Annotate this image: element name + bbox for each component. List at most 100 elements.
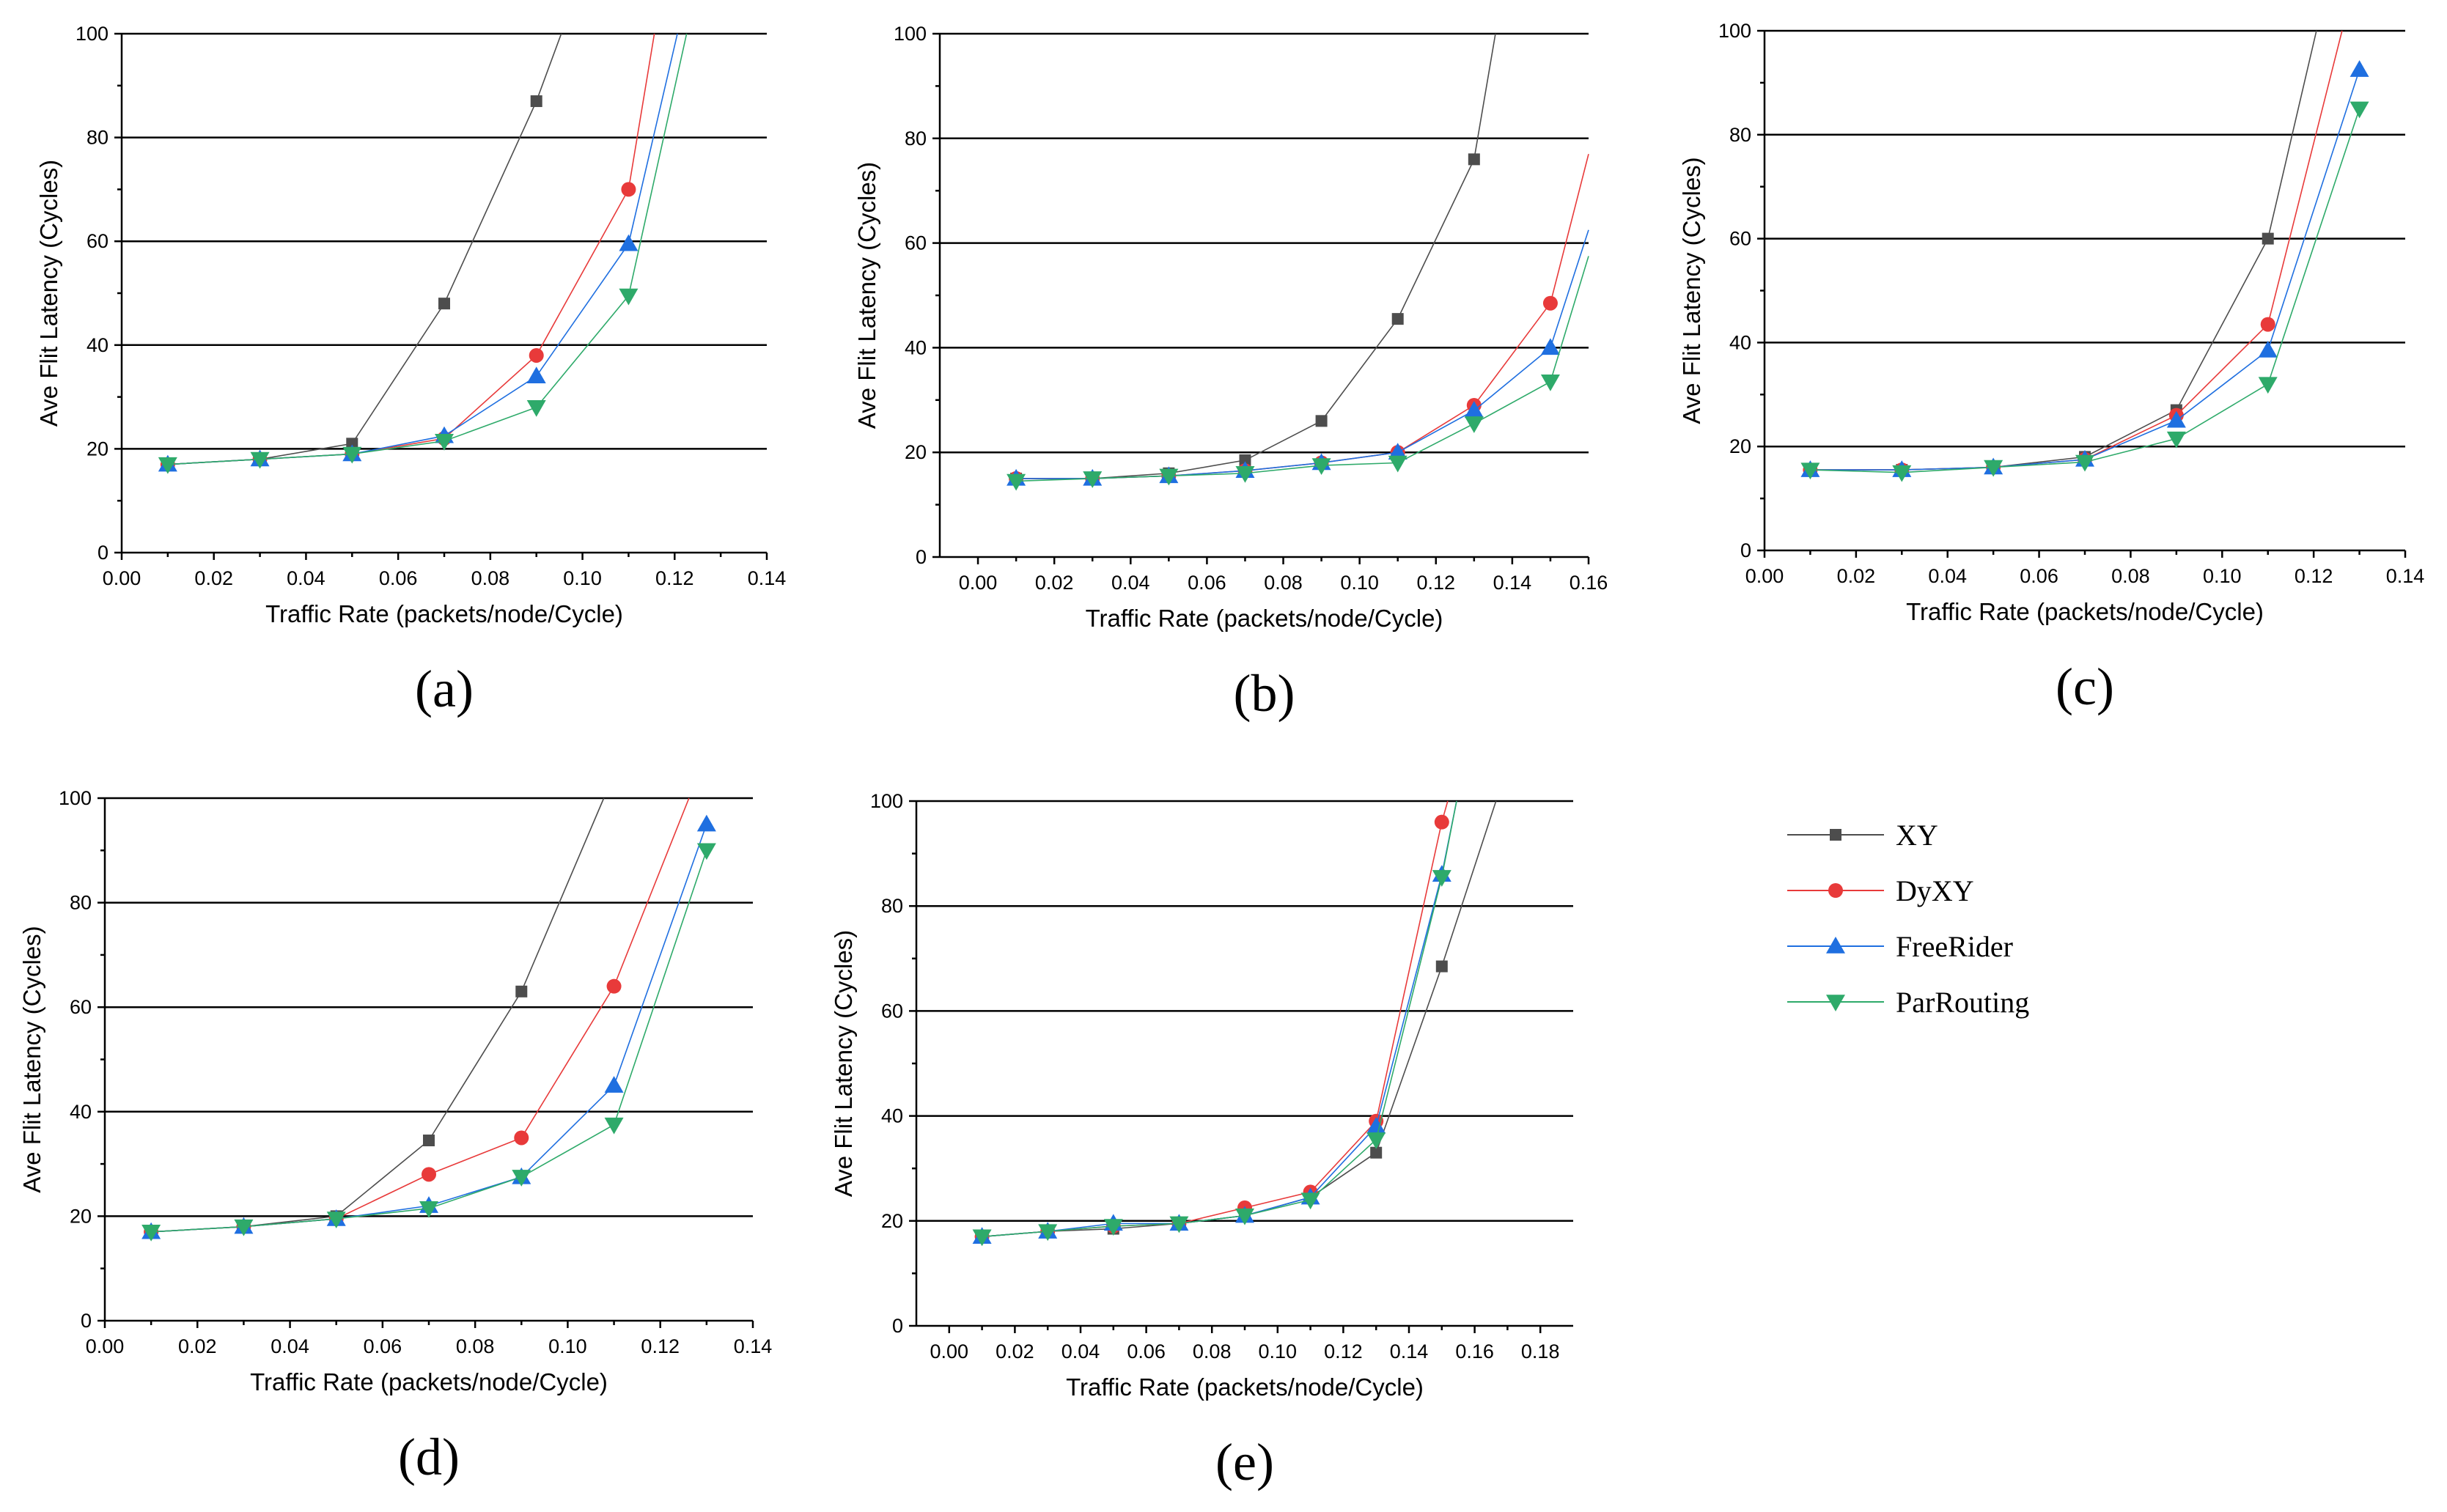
series-line [167,33,562,465]
series-dyxy [1803,30,2343,478]
chart-panels: 0 20 40 60 80 100 0.00 0.02 0.04 0.06 0.08 0.10 0.12… [18,20,2424,1491]
data-point [1540,338,1560,355]
series-xy [145,797,605,1238]
y-axis-title: Ave Flit Latency (Cycles) [35,160,62,427]
x-tick-label: 0.08 [456,1335,495,1357]
data-point [1311,458,1331,476]
legend: XY DyXY FreeRider ParRouting [1787,819,2029,1019]
data-point [2262,232,2274,245]
y-tick-label: 40 [70,1101,92,1123]
data-point [1300,1192,1320,1210]
series-freerider [1007,229,1589,486]
series-line [151,797,690,1233]
series-line [1016,229,1589,479]
chart-panel-e: 0 20 40 60 80 100 0.00 0.02 0.04 0.06 0.08 0.10 0.12… [830,790,1573,1491]
data-point [2166,410,2186,428]
series-xy [1010,33,1496,484]
series-dyxy [144,797,690,1239]
data-point [2260,317,2275,332]
y-tick-label: 0 [892,1315,903,1337]
x-tick-label: 0.06 [1127,1340,1166,1362]
data-point [342,446,362,464]
data-point [1892,465,1912,482]
series-line [982,800,1497,1238]
x-tick-label: 0.02 [178,1335,217,1357]
x-tick-label: 0.02 [1837,565,1876,587]
y-tick-label: 40 [881,1105,903,1127]
y-tick-label: 20 [881,1210,903,1232]
y-tick-label: 100 [894,23,927,45]
y-axis-title: Ave Flit Latency (Cycles) [1678,157,1705,424]
data-point [696,843,716,860]
data-point [1984,460,2003,477]
y-tick-label: 60 [87,230,108,252]
x-tick-label: 0.08 [1193,1340,1232,1362]
series-parrouting [1800,101,2369,482]
data-point [1388,443,1408,460]
x-tick-label: 0.06 [379,567,418,589]
data-point [530,95,542,108]
y-tick-label: 80 [1729,124,1751,146]
x-tick-label: 0.08 [2111,565,2150,587]
data-point [1159,468,1179,486]
data-point [2258,377,2278,394]
data-point [2075,454,2094,472]
data-point [423,1135,435,1147]
data-point [1800,462,1820,480]
panel-label: (c) [2056,657,2114,716]
legend-label: XY [1896,819,1938,852]
legend-marker [1830,829,1841,841]
data-point [1434,814,1449,830]
data-point [2166,431,2186,449]
x-tick-label: 0.04 [1928,565,1967,587]
series-freerider [1800,60,2369,477]
data-point [604,1117,624,1135]
data-point [515,985,528,997]
y-tick-label: 80 [87,127,108,149]
y-tick-label: 40 [1729,331,1751,353]
y-tick-label: 100 [1718,20,1751,42]
y-tick-label: 80 [70,892,92,914]
y-tick-label: 0 [97,542,108,564]
data-point [972,1229,992,1247]
y-tick-label: 80 [905,128,927,150]
series-xy [1804,30,2317,476]
data-point [1315,415,1328,427]
data-point [621,182,636,197]
data-point [529,347,544,363]
data-point [1366,1116,1386,1134]
chart-panel-c: 0 20 40 60 80 100 0.00 0.02 0.04 0.06 0.08 0.10 0.12… [1678,20,2424,716]
data-point [1169,1216,1189,1233]
series-line [1810,108,2360,473]
x-tick-label: 0.06 [364,1335,402,1357]
y-tick-label: 0 [81,1310,92,1332]
series-line [151,797,605,1233]
x-axis-title: Traffic Rate (packets/node/Cycle) [1066,1373,1424,1401]
data-point [1391,313,1404,325]
series-dyxy [160,33,655,472]
data-point [696,814,716,832]
series-freerider [158,33,678,472]
x-tick-label: 0.00 [959,572,998,594]
data-point [435,434,454,451]
data-point [1464,416,1484,433]
y-tick-label: 60 [1729,228,1751,250]
x-axis-title: Traffic Rate (packets/node/Cycle) [250,1368,608,1395]
data-point [2350,101,2369,119]
x-tick-label: 0.04 [1061,1340,1100,1362]
legend-label: FreeRider [1896,930,2013,963]
data-point [1542,295,1558,311]
series-line [982,800,1457,1238]
series-line [1016,33,1496,479]
series-line [982,800,1449,1238]
x-tick-label: 0.06 [1188,572,1226,594]
data-point [514,1130,529,1146]
series-xy [161,33,562,471]
data-point [1103,1219,1123,1236]
x-tick-label: 0.10 [2203,565,2242,587]
data-point [326,1212,346,1228]
x-tick-label: 0.18 [1521,1340,1560,1362]
data-point [2350,60,2369,77]
y-tick-label: 40 [87,334,108,356]
data-point [1388,455,1408,473]
